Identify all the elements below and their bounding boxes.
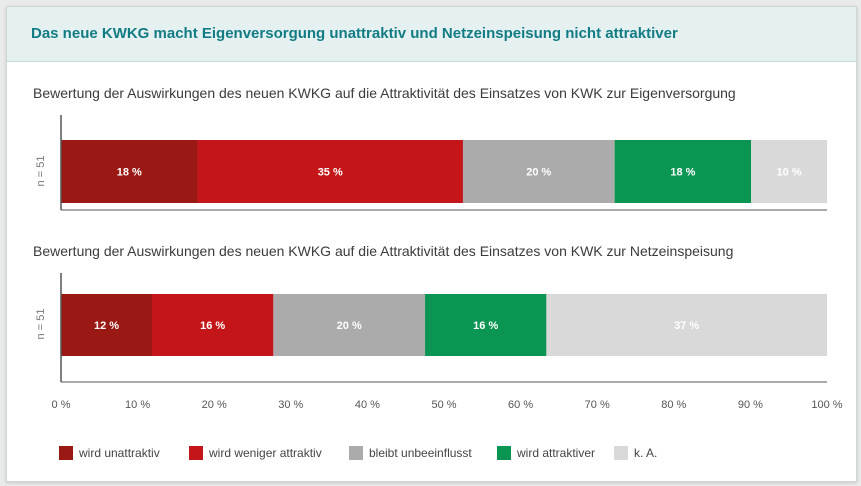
bar-segment-1-2 xyxy=(197,140,463,203)
bar-segment-2-3 xyxy=(273,294,426,356)
bar-segment-1-3 xyxy=(462,140,615,203)
data-label-1-4: 18 % xyxy=(670,167,695,179)
legend-label: wird unattraktiv xyxy=(79,446,160,460)
data-label-1-3: 20 % xyxy=(526,167,551,179)
chart-card: Das neue KWKG macht Eigenversorgung unat… xyxy=(6,6,857,482)
page-title: Das neue KWKG macht Eigenversorgung unat… xyxy=(31,25,678,42)
x-tick-label: 20 % xyxy=(202,399,227,411)
bar-segment-1-5 xyxy=(751,140,827,203)
legend-label: k. A. xyxy=(634,446,658,460)
chart-title-eigenversorgung: Bewertung der Auswirkungen des neuen KWK… xyxy=(33,85,736,101)
data-label-2-5: 37 % xyxy=(674,320,699,332)
chart-title-netzeinspeisung: Bewertung der Auswirkungen des neuen KWK… xyxy=(33,243,734,259)
x-tick-label: 40 % xyxy=(355,399,380,411)
x-tick-label: 80 % xyxy=(661,399,686,411)
data-label-1-5: 10 % xyxy=(777,167,802,179)
data-label-2-2: 16 % xyxy=(200,320,225,332)
bar-segment-2-2 xyxy=(152,294,274,356)
header-bar: Das neue KWKG macht Eigenversorgung unat… xyxy=(7,7,856,62)
legend-swatch xyxy=(497,446,511,460)
bar-segment-2-4 xyxy=(425,294,547,356)
data-label-1-1: 18 % xyxy=(117,167,142,179)
x-tick-label: 90 % xyxy=(738,399,763,411)
legend-swatch xyxy=(189,446,203,460)
data-label-2-3: 20 % xyxy=(337,320,362,332)
data-label-2-1: 12 % xyxy=(94,320,119,332)
legend-label: wird attraktiver xyxy=(517,446,596,460)
x-tick-label: 50 % xyxy=(431,399,456,411)
x-tick-label: 60 % xyxy=(508,399,533,411)
bar-segment-1-4 xyxy=(614,140,752,203)
legend-swatch xyxy=(614,446,628,460)
x-tick-label: 0 % xyxy=(52,399,71,411)
data-label-1-2: 35 % xyxy=(318,167,343,179)
legend-label: wird weniger attraktiv xyxy=(209,446,322,460)
data-label-2-4: 16 % xyxy=(473,320,498,332)
stacked-bar-chart: 18 % 35 % 20 % 18 % 10 % 12 % 16 % 20 % 16 % 37 %… xyxy=(52,115,843,411)
legend-label: bleibt unbeeinflusst xyxy=(369,446,472,460)
x-tick-label: 100 % xyxy=(811,399,842,411)
x-tick-label: 70 % xyxy=(585,399,610,411)
bar-segment-2-5 xyxy=(546,294,827,356)
x-tick-label: 30 % xyxy=(278,399,303,411)
legend-swatch xyxy=(59,446,73,460)
bar-segment-1-1 xyxy=(61,140,198,203)
x-tick-label: 10 % xyxy=(125,399,150,411)
bar-segment-2-1 xyxy=(61,294,153,356)
legend-swatch xyxy=(349,446,363,460)
